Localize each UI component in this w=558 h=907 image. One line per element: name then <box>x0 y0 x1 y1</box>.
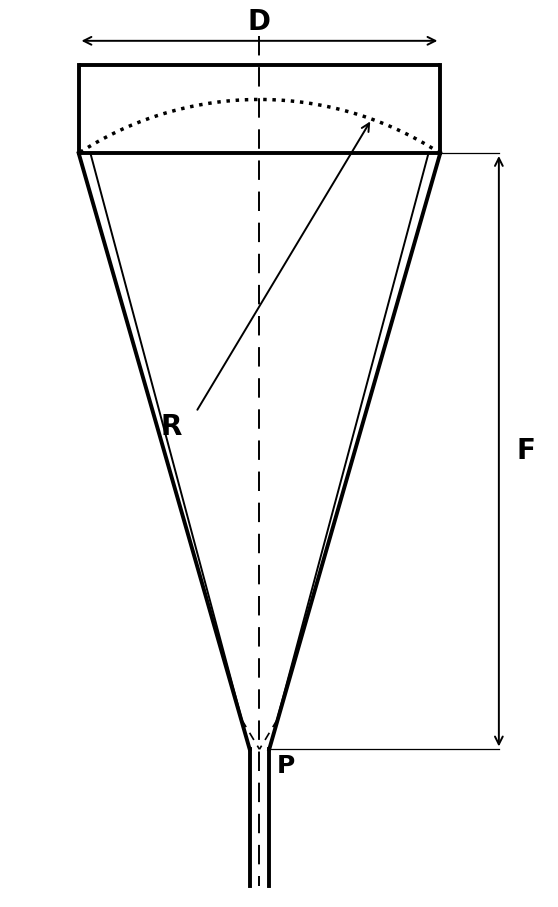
Text: P: P <box>277 754 295 778</box>
Text: R: R <box>161 413 182 441</box>
Text: D: D <box>248 8 271 36</box>
Text: F: F <box>517 437 535 465</box>
